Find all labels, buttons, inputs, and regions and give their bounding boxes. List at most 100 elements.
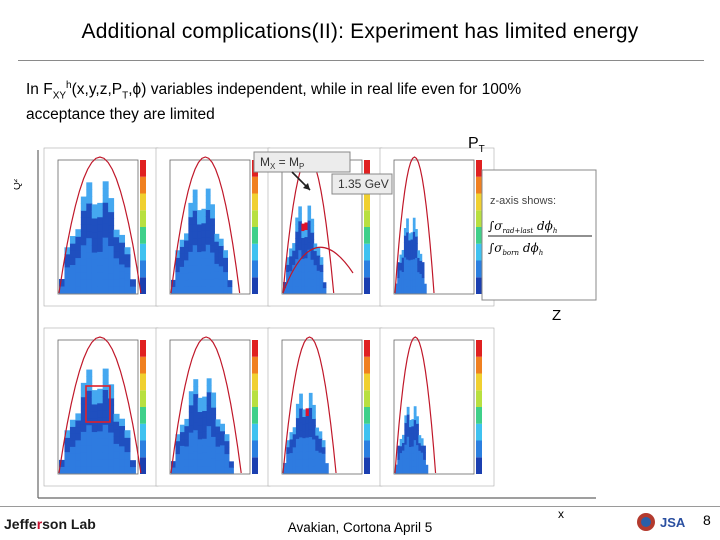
histogram-bin	[220, 423, 225, 432]
histogram-bin	[395, 464, 398, 474]
histogram-bin	[403, 285, 407, 294]
histogram-bin	[215, 439, 221, 447]
histogram-bin	[319, 257, 324, 265]
histogram-bin	[410, 266, 414, 274]
histogram-bin	[423, 452, 426, 460]
histogram-bin	[412, 245, 416, 253]
histogram-bin	[205, 251, 211, 259]
histogram-bin	[295, 459, 300, 467]
histogram-bin	[59, 285, 65, 294]
histogram-bin	[318, 466, 323, 474]
histogram-bin	[124, 458, 131, 467]
histogram-bin	[91, 238, 98, 246]
color-scale-segment	[140, 340, 146, 357]
histogram-bin	[205, 272, 211, 280]
histogram-bin	[201, 229, 207, 238]
histogram-bin	[206, 385, 212, 393]
histogram-bin	[197, 459, 203, 467]
histogram-bin	[64, 247, 71, 255]
histogram-bin	[412, 258, 416, 267]
histogram-bin	[411, 459, 415, 467]
histogram-bin	[124, 444, 131, 453]
histogram-bin	[220, 444, 225, 453]
histogram-bin	[80, 431, 87, 439]
histogram-bin	[202, 431, 208, 439]
histogram-bin	[298, 235, 302, 243]
histogram-bin	[310, 218, 315, 226]
histogram-bin	[295, 251, 299, 260]
histogram-bin	[210, 245, 215, 253]
histogram-bin	[102, 417, 109, 425]
color-scale-segment	[364, 160, 370, 177]
histogram-bin	[124, 266, 131, 274]
histogram-bin	[307, 263, 312, 272]
histogram-bin	[406, 286, 409, 294]
histogram-bin	[214, 285, 220, 294]
histogram-bin	[80, 410, 87, 419]
color-scale-segment	[364, 390, 370, 407]
histogram-bin	[184, 445, 190, 454]
histogram-bin	[218, 245, 224, 253]
color-scale-segment	[476, 373, 482, 391]
histogram-bin	[108, 404, 115, 413]
histogram-bin	[179, 452, 185, 460]
histogram-bin	[211, 465, 217, 474]
histogram-bin	[292, 271, 296, 280]
histogram-bin	[86, 237, 93, 246]
histogram-grid-figure: Q² x PT z-axis shows: ∫σrad+last dϕh ∫σb…	[14, 135, 597, 520]
histogram-bin	[307, 278, 312, 287]
histogram-bin	[175, 278, 181, 287]
color-scale-segment	[252, 390, 258, 407]
histogram-bin	[91, 272, 98, 280]
histogram-bin	[214, 248, 220, 257]
histogram-bin	[64, 266, 71, 274]
histogram-bin	[91, 245, 98, 253]
histogram-bin	[86, 376, 93, 384]
histogram-bin	[113, 428, 120, 437]
histogram-bin	[301, 272, 305, 280]
histogram-bin	[64, 465, 71, 474]
histogram-bin	[308, 400, 313, 408]
histogram-bin	[86, 369, 93, 377]
histogram-bin	[224, 434, 230, 442]
histogram-bin	[193, 408, 199, 416]
histogram-bin	[302, 444, 307, 453]
kinematic-limit-curve	[170, 336, 242, 474]
histogram-bin	[171, 286, 176, 294]
histogram-bin	[292, 243, 296, 251]
histogram-bin	[319, 278, 324, 287]
histogram-bin	[113, 285, 120, 294]
histogram-bin	[129, 279, 136, 287]
histogram-bin	[197, 404, 203, 413]
histogram-bin	[192, 286, 198, 294]
histogram-bin	[404, 458, 408, 467]
histogram-bin	[108, 265, 115, 274]
histogram-bin	[91, 452, 98, 460]
histogram-bin	[64, 458, 71, 467]
histogram-bin	[86, 189, 93, 197]
histogram-bin	[97, 388, 104, 397]
histogram-bin	[69, 264, 76, 273]
histogram-bin	[108, 272, 115, 280]
histogram-bin	[417, 271, 421, 280]
histogram-bin	[416, 423, 419, 431]
histogram-bin	[415, 243, 418, 251]
histogram-bin	[420, 452, 424, 460]
histogram-bin	[295, 231, 299, 239]
histogram-bin	[411, 446, 415, 454]
histogram-bin	[402, 457, 405, 466]
histogram-panel	[43, 147, 159, 307]
histogram-bin	[206, 425, 212, 433]
histogram-bin	[184, 273, 189, 281]
histogram-bin	[308, 451, 313, 459]
histogram-bin	[75, 439, 82, 447]
histogram-bin	[423, 459, 426, 467]
histogram-bin	[408, 253, 412, 261]
histogram-bin	[413, 412, 417, 421]
histogram-bin	[224, 460, 230, 468]
histogram-bin	[295, 224, 299, 232]
histogram-bin	[102, 202, 109, 210]
histogram-bin	[301, 244, 305, 252]
histogram-bin	[102, 223, 109, 231]
histogram-bin	[220, 465, 225, 474]
